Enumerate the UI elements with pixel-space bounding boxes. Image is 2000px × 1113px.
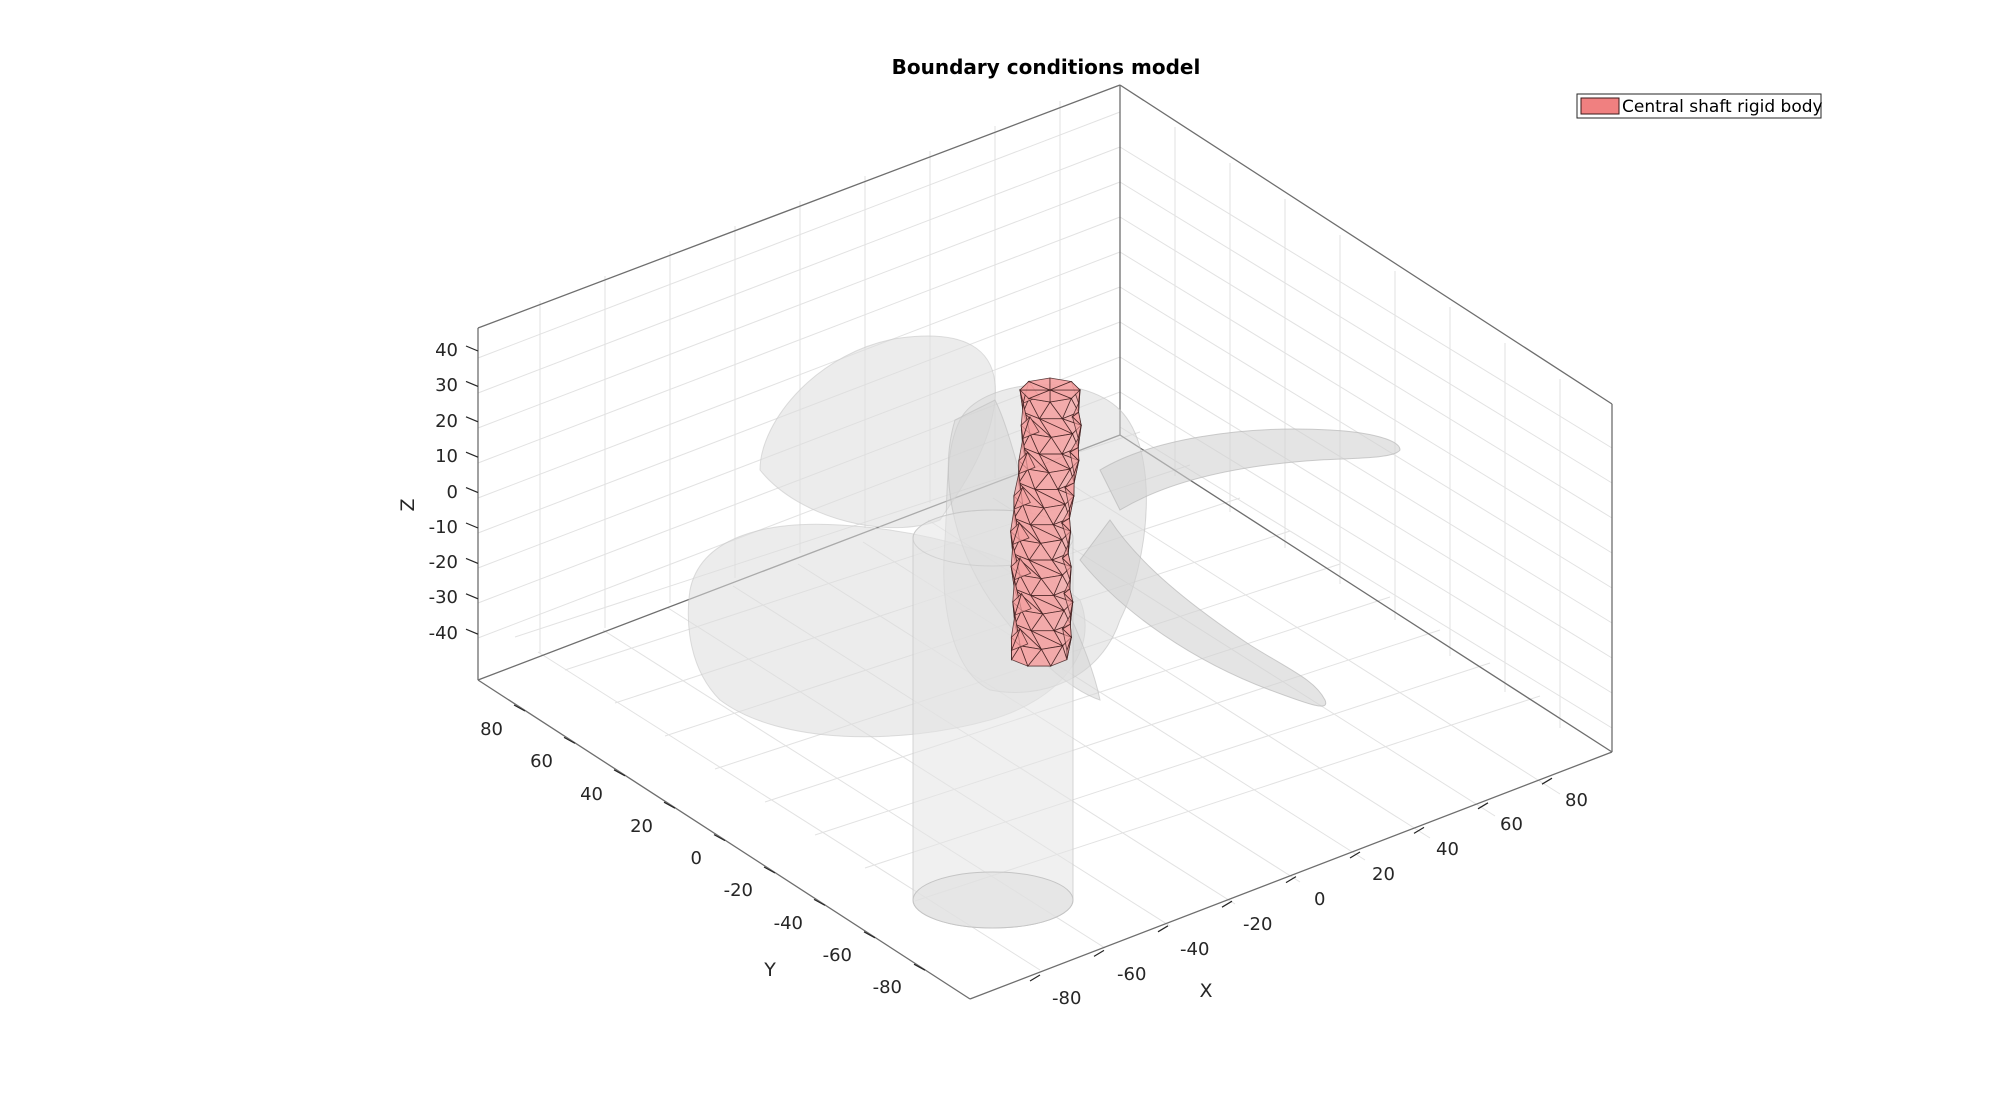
z-tick-label: 0 <box>447 482 458 503</box>
z-tick-label: -10 <box>429 517 458 538</box>
z-tick-label: -40 <box>429 623 458 644</box>
tick-mark <box>465 628 479 635</box>
tick-mark <box>465 557 479 564</box>
y-tick-label: -80 <box>873 977 902 998</box>
tick-mark <box>1221 900 1233 908</box>
y-tick-label: -60 <box>823 945 852 966</box>
shaft-mesh-face <box>1014 592 1032 616</box>
propeller-blade-right-lower <box>1079 519 1327 707</box>
tick-mark <box>1349 851 1361 859</box>
tick-mark <box>1541 777 1553 785</box>
y-axis-ticks: -80 -60 -40 -20 0 20 40 60 80 Y <box>480 719 902 998</box>
y-tick-label: -40 <box>774 913 803 934</box>
tick-mark <box>465 451 479 458</box>
tick-mark <box>465 416 479 423</box>
x-axis-label: X <box>1199 980 1212 1002</box>
x-tick-label: -40 <box>1180 939 1209 960</box>
y-tick-label: 20 <box>630 816 653 837</box>
shaft-mesh-face <box>1012 521 1030 546</box>
z-tick-label: 10 <box>435 446 458 467</box>
y-tick-label: 0 <box>691 848 702 869</box>
shaft-mesh-face <box>1013 486 1031 510</box>
legend-swatch <box>1580 97 1620 115</box>
tick-mark <box>663 801 676 809</box>
shaft-mesh-face <box>1013 557 1032 581</box>
shaft-mesh-face <box>1049 381 1081 391</box>
tick-mark <box>465 593 479 600</box>
y-tick-label: 40 <box>580 784 603 805</box>
tick-mark <box>465 522 479 529</box>
tick-mark <box>913 963 926 971</box>
tick-mark <box>1413 826 1425 834</box>
central-shaft-rigid-body <box>1010 377 1082 667</box>
z-axis-ticks: 40 30 20 10 0 -10 -20 -30 -40 Z <box>397 340 458 644</box>
x-tick-label: 40 <box>1436 839 1459 860</box>
shaft-mesh-face <box>1010 627 1029 652</box>
z-tick-label: 40 <box>435 340 458 361</box>
tick-mark <box>813 898 826 906</box>
x-tick-label: 0 <box>1314 889 1325 910</box>
z-tick-label: 20 <box>435 411 458 432</box>
tick-mark <box>513 704 526 712</box>
plot-title: Boundary conditions model <box>892 55 1201 79</box>
legend: Central shaft rigid body <box>1576 93 1823 119</box>
propeller-blade-right-upper <box>1099 428 1401 511</box>
x-tick-label: -60 <box>1117 964 1146 985</box>
tick-mark <box>1285 876 1297 884</box>
tick-mark <box>1093 949 1105 957</box>
tick-mark <box>763 866 776 874</box>
tick-mark <box>713 834 726 842</box>
shaft-mesh-face <box>1022 415 1040 440</box>
x-tick-label: -80 <box>1052 988 1081 1009</box>
z-tick-label: -30 <box>429 587 458 608</box>
x-tick-label: 80 <box>1565 790 1588 811</box>
x-axis-ticks: -80 -60 -40 -20 0 20 40 60 80 X <box>1052 790 1588 1009</box>
tick-mark <box>1029 974 1041 982</box>
z-tick-label: -20 <box>429 552 458 573</box>
y-tick-label: 80 <box>480 719 503 740</box>
tick-marks <box>465 345 1553 982</box>
shaft-mesh-face <box>1066 637 1072 660</box>
tick-mark <box>465 345 479 352</box>
y-tick-label: 60 <box>530 751 553 772</box>
tick-mark <box>563 736 576 744</box>
z-axis-label: Z <box>397 498 419 511</box>
x-tick-label: 20 <box>1372 864 1395 885</box>
tick-mark <box>1157 925 1169 933</box>
x-tick-label: 60 <box>1500 814 1523 835</box>
tick-mark <box>863 931 876 939</box>
lower-cylinder-top <box>912 509 1074 567</box>
tick-mark <box>465 487 479 494</box>
lower-cylinder-end <box>912 871 1074 929</box>
y-axis-label: Y <box>763 959 776 981</box>
tick-mark <box>465 380 479 387</box>
z-tick-label: 30 <box>435 375 458 396</box>
y-tick-label: -20 <box>724 880 753 901</box>
tick-mark <box>1477 802 1489 810</box>
legend-label: Central shaft rigid body <box>1622 97 1823 117</box>
shaft-mesh-face <box>1017 451 1036 475</box>
tick-mark <box>613 769 626 777</box>
x-tick-label: -20 <box>1243 914 1272 935</box>
